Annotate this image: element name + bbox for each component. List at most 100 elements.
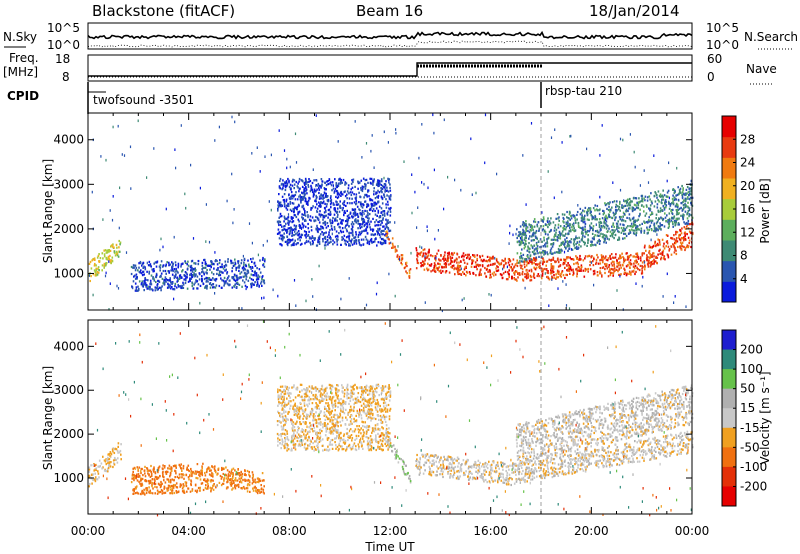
- echo-cell: [673, 198, 676, 202]
- echo-cell: [360, 205, 363, 208]
- echo-cell: [606, 235, 608, 238]
- echo-cell: [648, 246, 651, 249]
- echo-cell: [609, 234, 612, 238]
- echo-cell: [153, 279, 156, 282]
- colorbar-tick-label: 20: [740, 179, 755, 193]
- echo-cell: [641, 269, 643, 273]
- echo-cell: [360, 244, 362, 247]
- echo-cell: [540, 275, 543, 278]
- echo-cell: [182, 491, 185, 494]
- echo-cell: [359, 223, 362, 226]
- noise-cell: [595, 223, 597, 226]
- echo-cell: [610, 209, 612, 212]
- echo-cell: [191, 489, 194, 492]
- echo-cell: [629, 197, 631, 201]
- echo-cell: [201, 277, 203, 281]
- echo-cell: [565, 221, 568, 224]
- echo-cell: [442, 255, 445, 259]
- echo-cell: [559, 235, 561, 238]
- echo-cell: [542, 249, 544, 252]
- echo-cell: [611, 235, 614, 238]
- echo-cell: [353, 237, 355, 240]
- echo-cell: [680, 243, 683, 246]
- echo-cell: [307, 183, 309, 187]
- noise-cell: [601, 124, 603, 127]
- echo-cell: [582, 259, 585, 262]
- echo-cell: [374, 233, 376, 236]
- echo-cell: [513, 271, 515, 274]
- echo-cell: [329, 220, 331, 223]
- echo-cell: [291, 197, 294, 200]
- noise-cell: [259, 170, 261, 173]
- echo-cell: [538, 228, 540, 231]
- echo-cell: [150, 282, 152, 285]
- echo-cell: [684, 210, 687, 213]
- echo-cell: [364, 193, 366, 196]
- echo-cell: [593, 236, 595, 239]
- echo-cell: [570, 215, 572, 218]
- echo-cell: [315, 179, 318, 182]
- noise-cell: [137, 119, 139, 123]
- echo-cell: [661, 195, 663, 198]
- echo-cell: [182, 483, 185, 486]
- echo-cell: [348, 192, 350, 195]
- echo-cell: [642, 266, 644, 269]
- echo-cell: [103, 249, 105, 252]
- echo-cell: [389, 210, 392, 213]
- echo-cell: [641, 271, 644, 274]
- echo-cell: [455, 257, 458, 260]
- echo-cell: [175, 273, 177, 276]
- echo-cell: [295, 215, 298, 219]
- echo-cell: [672, 200, 674, 203]
- echo-cell: [533, 220, 535, 223]
- echo-cell: [525, 229, 527, 232]
- echo-cell: [544, 252, 547, 255]
- echo-cell: [359, 224, 361, 227]
- echo-cell: [366, 205, 368, 209]
- noise-cell: [91, 190, 93, 194]
- noise-cell: [289, 165, 291, 169]
- echo-cell: [303, 192, 306, 196]
- echo-cell: [637, 268, 639, 271]
- echo-cell: [308, 178, 310, 181]
- echo-cell: [633, 262, 635, 265]
- noise-cell: [146, 176, 148, 179]
- echo-cell: [201, 261, 204, 264]
- echo-cell: [353, 193, 355, 196]
- echo-cell: [312, 192, 315, 195]
- echo-cell: [646, 228, 649, 231]
- echo-cell: [615, 206, 617, 209]
- echo-cell: [617, 264, 620, 267]
- echo-cell: [542, 251, 544, 254]
- echo-cell: [357, 222, 360, 225]
- echo-cell: [562, 241, 564, 244]
- echo-cell: [310, 219, 312, 222]
- echo-cell: [681, 193, 684, 196]
- echo-cell: [371, 209, 374, 213]
- echo-cell: [657, 229, 659, 232]
- echo-cell: [648, 251, 650, 254]
- echo-cell: [626, 204, 628, 207]
- echo-cell: [527, 256, 529, 259]
- echo-cell: [360, 179, 363, 182]
- echo-cell: [592, 207, 595, 210]
- echo-cell: [364, 179, 367, 182]
- echo-cell: [616, 200, 618, 203]
- echo-cell: [215, 268, 218, 271]
- echo-cell: [351, 221, 354, 224]
- echo-cell: [338, 232, 340, 235]
- echo-cell: [518, 234, 520, 237]
- echo-cell: [207, 482, 209, 485]
- echo-cell: [381, 197, 384, 200]
- echo-cell: [428, 264, 431, 267]
- echo-cell: [530, 244, 532, 247]
- echo-cell: [180, 463, 182, 466]
- echo-cell: [213, 467, 216, 470]
- noise-cell: [494, 256, 496, 260]
- echo-cell: [227, 283, 230, 286]
- echo-cell: [107, 453, 109, 456]
- echo-cell: [623, 200, 626, 203]
- echo-cell: [643, 246, 646, 249]
- noise-cell: [561, 141, 563, 144]
- echo-cell: [562, 274, 565, 277]
